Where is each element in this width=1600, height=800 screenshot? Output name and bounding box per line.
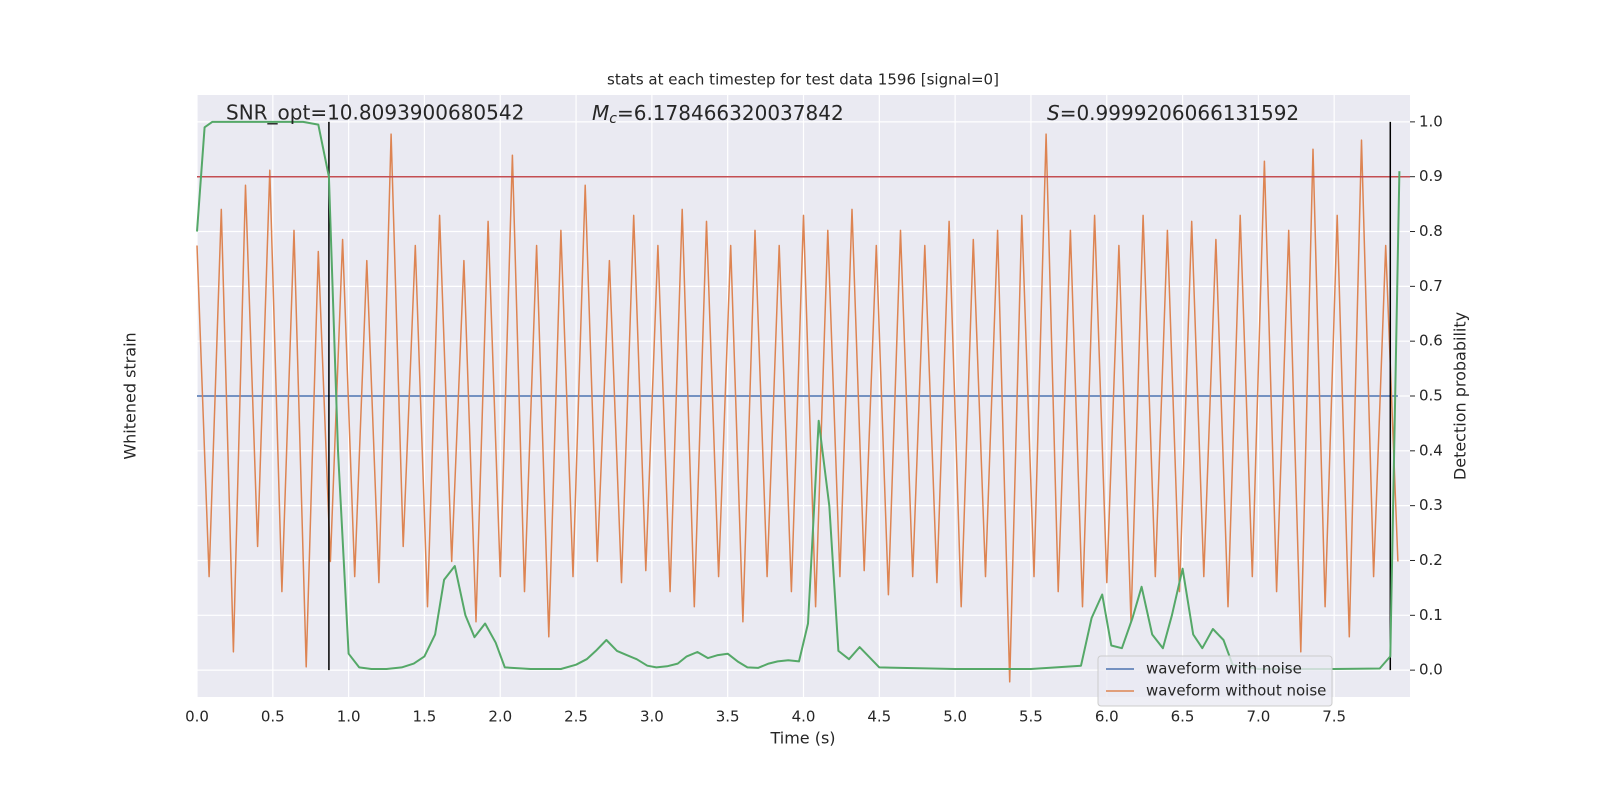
x-tick-label: 0.0 <box>185 708 209 726</box>
legend-label: waveform without noise <box>1146 682 1326 700</box>
x-tick-label: 3.0 <box>640 708 664 726</box>
y2-tick-label: 0.0 <box>1419 661 1443 679</box>
x-tick-label: 1.0 <box>337 708 361 726</box>
y2-tick-label: 0.1 <box>1419 606 1443 624</box>
annotation: Mc=6.178466320037842 <box>592 101 844 128</box>
annotation-symbol: M <box>592 101 609 125</box>
annotation-subscript: c <box>609 111 617 127</box>
annotation-text: =0.9999206066131592 <box>1060 101 1299 125</box>
x-tick-label: 5.0 <box>943 708 967 726</box>
legend: waveform with noise waveform without nois… <box>1097 655 1333 707</box>
annotation: SNR_opt=10.8093900680542 <box>226 101 524 125</box>
annotation-text: =6.178466320037842 <box>617 101 844 125</box>
y2-tick-label: 0.8 <box>1419 222 1443 240</box>
y2-tick-label: 0.5 <box>1419 387 1443 405</box>
legend-label: waveform with noise <box>1146 660 1302 678</box>
probability-line <box>196 120 1401 670</box>
y2-tick-label: 0.2 <box>1419 551 1443 569</box>
chart-title: stats at each timestep for test data 159… <box>607 71 999 89</box>
x-tick-label: 4.0 <box>792 708 816 726</box>
y-axis-label: Whitened strain <box>121 332 140 459</box>
x-tick-label: 5.5 <box>1019 708 1043 726</box>
annotation-symbol: S <box>1047 101 1060 125</box>
x-tick-label: 6.5 <box>1171 708 1195 726</box>
legend-box <box>1097 655 1333 707</box>
x-tick-label: 2.5 <box>564 708 588 726</box>
x-tick-label: 3.5 <box>716 708 740 726</box>
x-tick-label: 6.0 <box>1095 708 1119 726</box>
y2-tick-label: 0.9 <box>1419 167 1443 185</box>
x-tick-label: 2.0 <box>488 708 512 726</box>
annotation: S=0.9999206066131592 <box>1047 101 1299 125</box>
y2-tick-label: 0.7 <box>1419 277 1443 295</box>
y2-tick-label: 0.4 <box>1419 441 1443 459</box>
x-tick-label: 0.5 <box>261 708 285 726</box>
y2-axis-label: Detection probability <box>1451 312 1470 480</box>
y2-tick-label: 1.0 <box>1419 112 1443 130</box>
y2-tick-label: 0.6 <box>1419 332 1443 350</box>
x-tick-label: 7.0 <box>1246 708 1270 726</box>
series-line <box>196 133 1399 683</box>
x-tick-label: 7.5 <box>1322 708 1346 726</box>
y2-tick-label: 0.3 <box>1419 496 1443 514</box>
x-tick-label: 1.5 <box>413 708 437 726</box>
x-axis-label: Time (s) <box>769 729 835 748</box>
x-tick-label: 4.5 <box>867 708 891 726</box>
